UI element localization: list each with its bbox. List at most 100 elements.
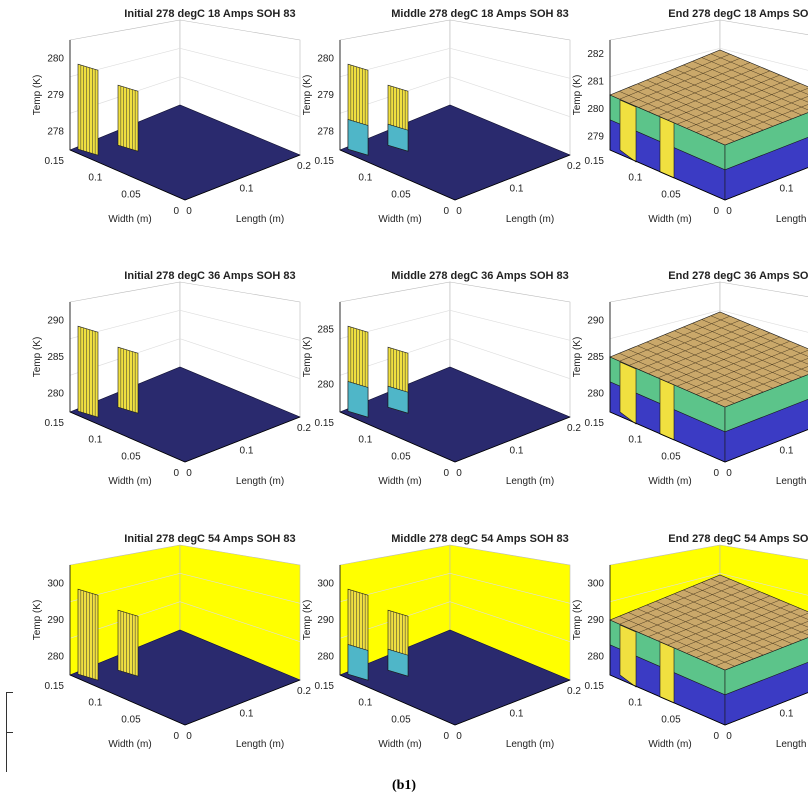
y-tick-label: 0.1 bbox=[628, 173, 642, 184]
z-tick-label: 280 bbox=[587, 389, 604, 400]
z-tick-label: 300 bbox=[587, 578, 604, 589]
hot-tab-1 bbox=[619, 361, 637, 425]
mesh-line bbox=[710, 578, 808, 620]
x-axis-label: Length (m) bbox=[236, 214, 284, 225]
mesh-line bbox=[710, 315, 808, 357]
y-tick-label: 0.1 bbox=[88, 435, 102, 446]
hot-tab-2 bbox=[117, 609, 139, 677]
hot-tab-2-lower bbox=[387, 648, 409, 677]
z-tick-label: 279 bbox=[47, 90, 64, 101]
y-tick-label: 0.05 bbox=[661, 189, 681, 200]
y-tick-label: 0.15 bbox=[315, 418, 335, 429]
x-tick-label: 0.1 bbox=[240, 184, 254, 195]
mesh-line bbox=[701, 582, 808, 628]
y-tick-label: 0.05 bbox=[121, 451, 141, 462]
x-tick-label: 0.1 bbox=[510, 709, 524, 720]
z-axis-label: Temp (K) bbox=[572, 75, 583, 116]
axis-line-length bbox=[184, 416, 301, 463]
x-tick-label: 0.1 bbox=[780, 184, 794, 195]
axis-line-length bbox=[184, 154, 301, 201]
x-axis-label: Length (m) bbox=[236, 739, 284, 750]
chart-title: Initial 278 degC 18 Amps SOH 83 bbox=[124, 8, 295, 20]
y-tick-label: 0 bbox=[713, 206, 719, 217]
y-axis-label: Width (m) bbox=[108, 739, 151, 750]
z-axis-label: Temp (K) bbox=[302, 75, 313, 116]
hot-tab-2 bbox=[659, 378, 675, 441]
y-tick-label: 0.1 bbox=[88, 698, 102, 709]
y-tick-label: 0.05 bbox=[661, 714, 681, 725]
y-tick-label: 0.1 bbox=[358, 173, 372, 184]
grid-line bbox=[609, 573, 808, 602]
hot-tab-1-lower bbox=[347, 119, 369, 156]
grid-line bbox=[339, 48, 571, 79]
y-tick-label: 0.15 bbox=[585, 681, 605, 692]
y-tick-label: 0 bbox=[173, 731, 179, 742]
y-tick-label: 0.05 bbox=[391, 714, 411, 725]
chart-panel-3: End 278 degC 18 Amps SOH 83 282 281 280 279 T… bbox=[572, 8, 808, 225]
z-tick-label: 280 bbox=[317, 652, 334, 663]
axis-line-width bbox=[609, 411, 726, 463]
axis-line-length bbox=[724, 692, 808, 726]
y-tick-label: 0.1 bbox=[628, 435, 642, 446]
y-axis-label: Width (m) bbox=[378, 739, 421, 750]
z-tick-label: 285 bbox=[587, 352, 604, 363]
axis-line-length bbox=[454, 679, 571, 726]
z-axis-label: Temp (K) bbox=[572, 337, 583, 378]
y-tick-label: 0.15 bbox=[45, 156, 65, 167]
grid-line bbox=[339, 573, 571, 604]
hot-tab-1 bbox=[77, 588, 99, 681]
x-axis-label: Length (m) bbox=[236, 476, 284, 487]
axis-line-length bbox=[454, 416, 571, 463]
grid-line bbox=[69, 48, 301, 79]
mesh-line bbox=[715, 366, 808, 404]
x-axis-label: Length (m) bbox=[506, 214, 554, 225]
z-axis-label: Temp (K) bbox=[302, 600, 313, 641]
axis-line-length bbox=[454, 154, 571, 201]
mesh-line bbox=[701, 57, 808, 103]
z-tick-label: 279 bbox=[317, 90, 334, 101]
x-tick-label: 0.1 bbox=[510, 184, 524, 195]
x-tick-label: 0 bbox=[186, 731, 192, 742]
x-tick-label: 0.2 bbox=[297, 423, 311, 434]
y-tick-label: 0 bbox=[713, 468, 719, 479]
chart-title: Initial 278 degC 36 Amps SOH 83 bbox=[124, 270, 295, 282]
x-axis-label: Length (m) bbox=[506, 476, 554, 487]
z-tick-label: 290 bbox=[587, 615, 604, 626]
chart-panel-6: End 278 degC 36 Amps SOH 83 290 285 280 Temp… bbox=[572, 270, 808, 487]
z-tick-label: 279 bbox=[587, 131, 604, 142]
y-tick-label: 0 bbox=[713, 731, 719, 742]
grid-line bbox=[609, 48, 808, 77]
x-tick-label: 0 bbox=[456, 206, 462, 217]
y-axis-label: Width (m) bbox=[648, 739, 691, 750]
x-axis-label: Length (m) bbox=[506, 739, 554, 750]
chart-panel-7: Initial 278 degC 54 Amps SOH 83 300 290 280… bbox=[32, 533, 311, 750]
x-tick-label: 0.2 bbox=[297, 686, 311, 697]
axis-line-width bbox=[609, 149, 726, 201]
chart-title: Middle 278 degC 36 Amps SOH 83 bbox=[391, 270, 568, 282]
x-tick-label: 0 bbox=[456, 731, 462, 742]
x-tick-label: 0 bbox=[726, 468, 732, 479]
z-tick-label: 280 bbox=[317, 380, 334, 391]
y-axis-label: Width (m) bbox=[108, 476, 151, 487]
z-tick-label: 280 bbox=[47, 53, 64, 64]
z-axis-label: Temp (K) bbox=[572, 600, 583, 641]
x-tick-label: 0 bbox=[726, 731, 732, 742]
y-tick-label: 0.1 bbox=[358, 698, 372, 709]
hot-tab-2 bbox=[117, 84, 139, 152]
axis-line-width bbox=[339, 674, 456, 726]
y-axis-label: Width (m) bbox=[378, 476, 421, 487]
x-tick-label: 0 bbox=[186, 206, 192, 217]
y-axis-label: Width (m) bbox=[378, 214, 421, 225]
y-tick-label: 0.15 bbox=[45, 418, 65, 429]
chart-title: End 278 degC 36 Amps SOH 83 bbox=[668, 270, 808, 282]
plateau-band-green bbox=[724, 374, 808, 433]
z-tick-label: 285 bbox=[317, 325, 334, 336]
z-tick-label: 290 bbox=[47, 315, 64, 326]
mesh-line bbox=[715, 629, 808, 667]
hot-tab-1-lower bbox=[347, 381, 369, 418]
y-axis-label: Width (m) bbox=[648, 214, 691, 225]
hot-tab-1 bbox=[77, 63, 99, 156]
x-tick-label: 0.1 bbox=[780, 446, 794, 457]
chart-panel-5: Middle 278 degC 36 Amps SOH 83 285 280 Temp… bbox=[302, 270, 581, 487]
